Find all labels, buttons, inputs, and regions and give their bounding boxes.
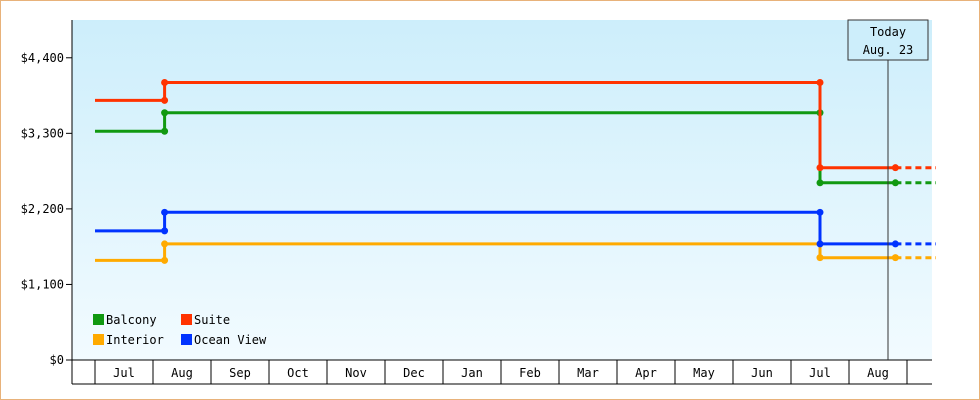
y-tick-label: $1,100 xyxy=(21,277,64,291)
legend-swatch xyxy=(93,314,104,325)
series-point xyxy=(161,96,169,104)
legend-item[interactable]: Ocean View xyxy=(181,333,267,347)
y-tick-label: $3,300 xyxy=(21,126,64,140)
x-tick-label: Jan xyxy=(461,366,483,380)
series-point xyxy=(891,179,899,187)
x-tick-label: Mar xyxy=(577,366,599,380)
series-line xyxy=(95,242,896,262)
series-line xyxy=(95,210,896,246)
series-point xyxy=(816,240,824,248)
series-point xyxy=(161,208,169,216)
legend-label: Interior xyxy=(106,333,164,347)
plot-area xyxy=(72,20,932,360)
x-tick-label: Feb xyxy=(519,366,541,380)
x-tick-label: Jul xyxy=(113,366,135,380)
series-point xyxy=(891,240,899,248)
series-point xyxy=(816,208,824,216)
today-date: Aug. 23 xyxy=(863,43,914,57)
series-point xyxy=(816,79,824,87)
legend-item[interactable]: Suite xyxy=(181,313,230,327)
legend-swatch xyxy=(93,334,104,345)
series-point xyxy=(816,179,824,187)
series-point xyxy=(816,164,824,172)
x-tick-label: Oct xyxy=(287,366,309,380)
series-point xyxy=(161,256,169,264)
x-tick-label: Jun xyxy=(751,366,773,380)
today-box xyxy=(847,19,929,61)
series-point xyxy=(161,127,169,135)
series-line xyxy=(95,111,896,185)
series-line xyxy=(95,81,896,170)
series-point xyxy=(891,254,899,262)
series-point xyxy=(161,227,169,235)
x-tick-label: Nov xyxy=(345,366,367,380)
series-point xyxy=(891,164,899,172)
x-tick-label: Sep xyxy=(229,366,251,380)
series-point xyxy=(161,109,169,117)
legend-swatch xyxy=(181,314,192,325)
y-tick-label: $2,200 xyxy=(21,202,64,216)
today-label: Today xyxy=(870,25,906,39)
x-tick-label: Aug xyxy=(171,366,193,380)
series-point xyxy=(816,254,824,262)
legend-swatch xyxy=(181,334,192,345)
x-tick-label: May xyxy=(693,366,715,380)
series-point xyxy=(161,240,169,248)
x-tick-label: Jul xyxy=(809,366,831,380)
x-tick-label: Dec xyxy=(403,366,425,380)
y-tick-label: $4,400 xyxy=(21,51,64,65)
y-tick-label: $0 xyxy=(50,353,64,367)
x-tick-label: Apr xyxy=(635,366,657,380)
series-ocean-view xyxy=(95,208,936,248)
series-point xyxy=(161,79,169,87)
series-interior xyxy=(95,240,936,264)
legend-label: Suite xyxy=(194,313,230,327)
series-balcony xyxy=(95,109,936,187)
legend-label: Balcony xyxy=(106,313,157,327)
x-tick-label: Aug xyxy=(867,366,889,380)
legend-label: Ocean View xyxy=(194,333,267,347)
legend-item[interactable]: Interior xyxy=(93,333,164,347)
legend-item[interactable]: Balcony xyxy=(93,313,157,327)
series-suite xyxy=(95,79,936,172)
